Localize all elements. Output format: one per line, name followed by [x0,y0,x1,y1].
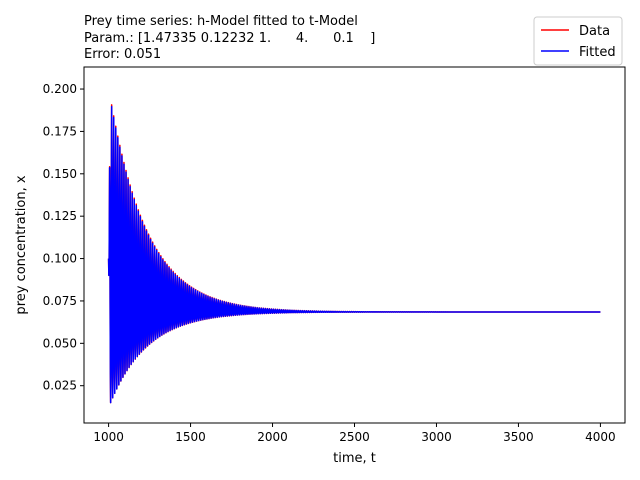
y-tick-label: 0.050 [43,336,77,350]
y-tick-label: 0.175 [43,124,77,138]
x-tick-label: 3500 [503,430,534,444]
chart-title: Prey time series: h-Model fitted to t-Mo… [84,14,375,62]
series-line-fitted [107,105,601,404]
legend-box [533,16,623,66]
y-axis: 0.025 0.050 0.075 0.100 0.125 0.150 0.175 0.200 [43,82,84,393]
x-tick-label: 3000 [421,430,452,444]
plot-area [84,67,625,423]
x-tick-label: 2000 [257,430,288,444]
title-line-3: Error: 0.051 [84,47,161,62]
y-tick-label: 0.100 [43,252,77,266]
x-axis: 1000 1500 2000 2500 3000 3500 4000 [93,423,616,444]
title-line-2: Param.: [1.47335 0.12232 1. 4. 0.1 ] [84,31,375,46]
title-line-1: Prey time series: h-Model fitted to t-Mo… [84,14,358,29]
x-tick-label: 1500 [175,430,206,444]
legend-data-label: Data [579,24,610,39]
y-tick-label: 0.200 [43,82,77,96]
y-axis-label: prey concentration, x [14,175,29,314]
y-tick-label: 0.125 [43,209,77,223]
x-tick-label: 4000 [585,430,616,444]
legend-fitted-label: Fitted [579,45,616,60]
x-tick-label: 2500 [339,430,370,444]
series-layer [107,104,601,404]
legend: Data Fitted [533,16,623,66]
y-tick-label: 0.150 [43,167,77,181]
x-tick-label: 1000 [93,430,124,444]
y-tick-label: 0.075 [43,294,77,308]
x-axis-label: time, t [333,451,376,466]
y-tick-label: 0.025 [43,379,77,393]
